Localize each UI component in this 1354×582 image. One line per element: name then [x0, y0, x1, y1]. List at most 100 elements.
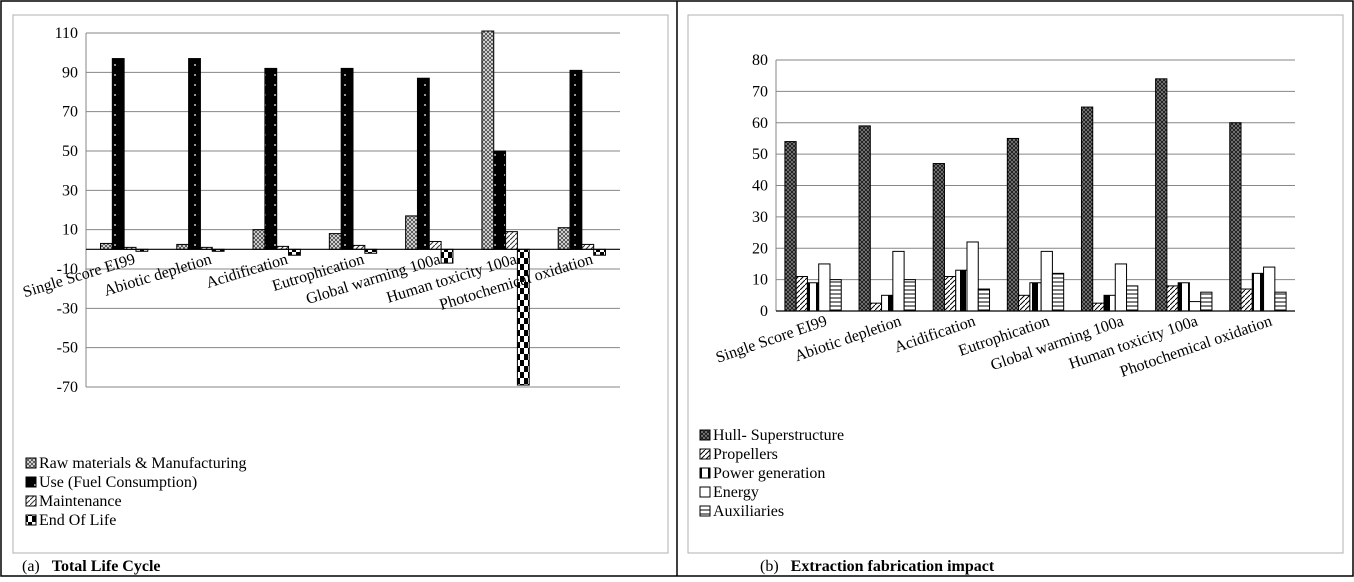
chart0-bar-use-fuel-consumption: [264, 67, 278, 250]
chart0-ytick-label: -70: [57, 379, 78, 396]
chart1-bar-power-generation: [806, 282, 820, 312]
chart0-legend-label: Use (Fuel Consumption): [39, 474, 197, 491]
chart0-bar-maintenance: [581, 243, 595, 250]
chart0-bar-raw-materials-manufacturing: [405, 215, 418, 250]
chart1-bar-energy: [1263, 266, 1276, 312]
chart1-ytick-label: 40: [752, 178, 768, 195]
chart1-ytick-label: 50: [752, 146, 768, 163]
chart0-ytick-label: -50: [57, 340, 78, 357]
chart1-bar-propellers: [1240, 288, 1253, 312]
chart1-bar-energy: [966, 241, 979, 312]
panel-a-caption: (a) Total Life Cycle: [22, 558, 161, 575]
chart1-bar-propellers: [795, 275, 808, 312]
chart0-ytick-label: -30: [57, 300, 78, 317]
chart1-legend-swatch: [699, 486, 711, 498]
chart0-legend-swatch: [25, 514, 37, 526]
chart1-bar-hull-superstructure: [1080, 106, 1094, 312]
panel-b-legend: Hull- Superstructure Propellers Power gene…: [699, 427, 844, 520]
chart0-bar-use-fuel-consumption: [569, 69, 583, 250]
chart1-bar-hull-superstructure: [784, 141, 797, 312]
chart1-bar-hull-superstructure: [1229, 122, 1242, 312]
chart1-bar-auxiliaries: [1274, 291, 1287, 312]
chart1-legend-label: Propellers: [713, 446, 778, 463]
chart0-bar-raw-materials-manufacturing: [328, 233, 342, 250]
chart0-bar-raw-materials-manufacturing: [176, 243, 190, 250]
chart0-legend-swatch: [25, 457, 37, 469]
chart0-ytick-label: -10: [57, 261, 78, 278]
chart0-ytick-label: 90: [62, 64, 78, 81]
chart1-ytick-label: 30: [752, 209, 768, 226]
chart0-bar-end-of-life: [440, 248, 454, 264]
chart1-ytick-label: 60: [752, 115, 768, 132]
chart1-bar-power-generation: [1177, 282, 1190, 312]
chart1-bar-auxiliaries: [977, 288, 991, 312]
panel-a-letter: (a): [22, 558, 40, 575]
chart0-legend-swatch: [25, 495, 37, 507]
chart0-bar-raw-materials-manufacturing: [99, 242, 113, 250]
chart1-bar-energy: [892, 250, 905, 312]
chart0-legend-label: End Of Life: [39, 512, 116, 529]
chart0-legend-swatch: [25, 476, 37, 488]
chart0-bar-use-fuel-consumption: [188, 58, 201, 250]
chart1-bar-energy: [1040, 250, 1053, 312]
chart1-legend-swatch: [699, 448, 711, 460]
chart0-bar-end-of-life: [288, 248, 301, 256]
chart1-legend-label: Hull- Superstructure: [713, 427, 844, 444]
chart1-bar-auxiliaries: [903, 279, 916, 312]
chart1-bar-auxiliaries: [829, 279, 842, 312]
chart0-bar-maintenance: [505, 231, 518, 250]
chart1-bar-power-generation: [955, 269, 968, 312]
chart1-ytick-label: 10: [752, 272, 768, 289]
chart1-legend-swatch: [699, 429, 711, 441]
chart1-bar-energy: [1114, 263, 1128, 312]
chart0-ytick-label: 110: [55, 25, 78, 42]
chart1-ytick-label: 0: [760, 303, 768, 320]
chart1-bar-auxiliaries: [1126, 285, 1139, 312]
chart0-bar-raw-materials-manufacturing: [481, 30, 495, 250]
chart1-bar-hull-superstructure: [1006, 137, 1020, 312]
chart0-ytick-label: 10: [62, 222, 78, 239]
chart1-bar-power-generation: [1103, 294, 1116, 312]
chart1-bar-hull-superstructure: [858, 125, 871, 312]
chart0-bar-use-fuel-consumption: [111, 58, 125, 250]
chart1-legend-label: Energy: [713, 484, 759, 501]
chart1-bar-propellers: [1018, 294, 1031, 312]
chart0-bar-use-fuel-consumption: [340, 67, 354, 250]
chart0-bar-use-fuel-consumption: [493, 150, 507, 250]
chart1-legend-swatch: [699, 467, 711, 479]
chart1-bar-propellers: [869, 302, 883, 312]
chart0-bar-raw-materials-manufacturing: [252, 229, 266, 250]
chart1-bar-auxiliaries: [1051, 272, 1065, 312]
chart1-ytick-label: 20: [752, 240, 768, 257]
chart1-bar-power-generation: [1029, 282, 1042, 312]
chart1-bar-propellers: [943, 275, 957, 312]
chart1-bar-hull-superstructure: [932, 163, 945, 312]
chart1-bar-energy: [1188, 301, 1202, 312]
chart1-ytick-label: 70: [752, 83, 768, 100]
chart0-ytick-label: 70: [62, 104, 78, 121]
panel-a-caption-text: Total Life Cycle: [52, 558, 161, 575]
chart1-bar-energy: [818, 263, 831, 312]
chart0-bar-use-fuel-consumption: [416, 77, 430, 250]
panel-b-caption-text: Extraction fabrication impact: [791, 558, 995, 575]
chart0-bar-maintenance: [428, 240, 442, 250]
chart1-ytick-label: 80: [752, 52, 768, 69]
chart0-bar-raw-materials-manufacturing: [557, 227, 571, 250]
chart1-bar-power-generation: [881, 294, 894, 312]
chart1-legend-swatch: [699, 505, 711, 517]
chart1-bar-auxiliaries: [1200, 291, 1213, 312]
chart0-bar-end-of-life: [593, 248, 607, 256]
chart0-legend-label: Maintenance: [39, 493, 122, 510]
chart1-legend-label: Auxiliaries: [713, 503, 784, 520]
chart1-bar-power-generation: [1251, 272, 1265, 312]
chart0-ytick-label: 50: [62, 143, 78, 160]
chart1-bar-propellers: [1166, 285, 1179, 312]
chart0-ytick-label: 30: [62, 182, 78, 199]
chart1-bar-hull-superstructure: [1155, 78, 1168, 312]
panel-a-legend: Raw materials & Manufacturing Use (Fuel C…: [25, 455, 247, 529]
chart1-bar-propellers: [1092, 302, 1105, 312]
chart0-legend-label: Raw materials & Manufacturing: [39, 455, 247, 472]
panel-b-letter: (b): [760, 558, 779, 575]
chart1-legend-label: Power generation: [713, 465, 825, 482]
